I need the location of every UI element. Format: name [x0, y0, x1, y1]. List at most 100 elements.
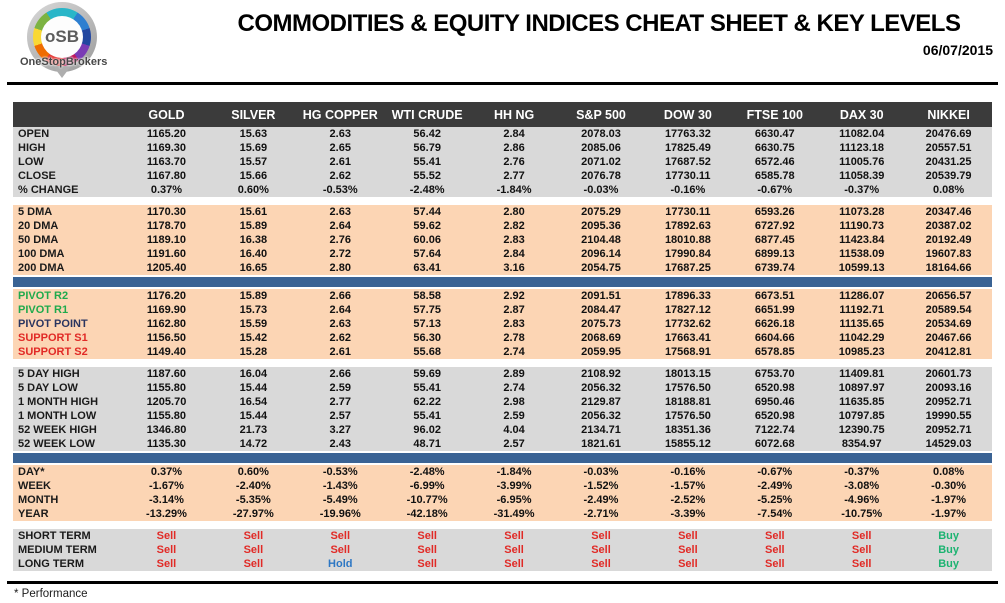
- table-row: OPEN 1165.20 15.63 2.63 56.42 2.84 2078.03 1776…: [13, 127, 992, 141]
- value-cell: -5.49%: [322, 494, 358, 506]
- value-cell: 2.61: [329, 346, 351, 358]
- value-cell: 6520.98: [754, 410, 795, 422]
- column-header: S&P 500: [576, 107, 626, 122]
- value-cell: 2075.29: [581, 206, 621, 218]
- value-cell: -0.16%: [670, 466, 706, 478]
- value-cell: 2.74: [503, 382, 525, 394]
- logo-pin-tail-icon: [53, 66, 71, 78]
- value-cell: 0.08%: [933, 184, 965, 196]
- page-header: oSB OneStopBrokers COMMODITIES & EQUITY …: [0, 0, 1005, 82]
- value-cell: 55.41: [413, 410, 441, 422]
- value-cell: -3.08%: [844, 480, 880, 492]
- row-label: OPEN: [18, 128, 50, 140]
- value-cell: 15.89: [239, 290, 268, 302]
- value-cell: 0.37%: [150, 184, 183, 196]
- value-cell: 2.77: [503, 170, 525, 182]
- value-cell: 11190.73: [839, 220, 885, 232]
- value-cell: 1187.60: [146, 368, 187, 380]
- page-title: COMMODITIES & EQUITY INDICES CHEAT SHEET…: [237, 10, 961, 37]
- value-cell: 2.64: [329, 220, 351, 232]
- value-cell: 2.82: [503, 220, 525, 232]
- value-cell: 2.59: [329, 382, 351, 394]
- value-cell: 17687.52: [664, 156, 711, 168]
- row-label: 200 DMA: [18, 262, 65, 274]
- row-label: PIVOT R2: [18, 290, 69, 302]
- value-cell: 12390.75: [838, 424, 885, 436]
- value-cell: 2.83: [503, 318, 525, 330]
- value-cell: Sell: [765, 544, 785, 556]
- value-cell: 2.66: [329, 368, 351, 380]
- value-cell: Sell: [678, 558, 698, 570]
- value-cell: -1.67%: [149, 480, 184, 492]
- row-label: 52 WEEK HIGH: [18, 424, 97, 436]
- value-cell: 2.83: [503, 234, 525, 246]
- value-cell: 18164.66: [925, 262, 972, 274]
- table-row: 200 DMA 1205.40 16.65 2.80 63.41 3.16 2054.75 1…: [13, 261, 992, 275]
- value-cell: 57.44: [413, 206, 441, 218]
- value-cell: 20347.46: [925, 206, 972, 218]
- row-label: SUPPORT S1: [18, 332, 88, 344]
- value-cell: 55.52: [413, 170, 441, 182]
- value-cell: 20656.57: [925, 290, 972, 302]
- value-cell: 6950.46: [754, 396, 795, 408]
- value-cell: 2.63: [329, 128, 351, 140]
- value-cell: -0.53%: [322, 184, 358, 196]
- value-cell: 2.63: [329, 206, 351, 218]
- value-cell: 6753.70: [754, 368, 795, 380]
- value-cell: 20467.66: [925, 332, 972, 344]
- value-cell: 16.38: [239, 234, 268, 246]
- table-section: 5 DAY HIGH 1187.60 16.04 2.66 59.69 2.89 2108.…: [13, 367, 992, 451]
- value-cell: 2.62: [329, 332, 351, 344]
- value-cell: 1163.70: [146, 156, 187, 168]
- value-cell: 2085.06: [581, 142, 621, 154]
- value-cell: 6877.45: [754, 234, 795, 246]
- table-row: 1 MONTH LOW 1155.80 15.44 2.57 55.41 2.59 2056…: [13, 409, 992, 423]
- value-cell: -10.77%: [406, 494, 448, 506]
- value-cell: Sell: [504, 558, 524, 570]
- value-cell: -3.99%: [496, 480, 532, 492]
- value-cell: Sell: [156, 544, 177, 556]
- value-cell: 6651.99: [754, 304, 795, 316]
- row-label: 5 DAY HIGH: [18, 368, 80, 380]
- value-cell: 6626.18: [754, 318, 795, 330]
- value-cell: 11635.85: [839, 396, 885, 408]
- value-cell: 6572.46: [754, 156, 795, 168]
- value-cell: -5.25%: [757, 494, 793, 506]
- value-cell: Sell: [243, 530, 264, 542]
- value-cell: 17896.33: [664, 290, 711, 302]
- value-cell: 2.84: [503, 248, 525, 260]
- table-row: MONTH -3.14% -5.35% -5.49% -10.77% -6.95% -2.4…: [13, 493, 992, 507]
- value-cell: 2.78: [503, 332, 525, 344]
- column-header: DAX 30: [839, 107, 884, 122]
- value-cell: Sell: [243, 558, 264, 570]
- row-label: DAY*: [18, 466, 45, 478]
- value-cell: 2.66: [329, 290, 351, 302]
- value-cell: -1.43%: [322, 480, 358, 492]
- value-cell: 6739.74: [754, 262, 795, 274]
- value-cell: 2.77: [329, 396, 351, 408]
- value-cell: Sell: [591, 544, 611, 556]
- value-cell: 55.41: [413, 156, 441, 168]
- column-header: HG COPPER: [302, 107, 378, 122]
- value-cell: 2091.51: [581, 290, 621, 302]
- value-cell: 2.63: [329, 318, 351, 330]
- table-row: HIGH 1169.30 15.69 2.65 56.79 2.86 2085.06 1782…: [13, 141, 992, 155]
- value-cell: Sell: [417, 544, 437, 556]
- value-cell: 11082.04: [839, 128, 885, 140]
- table-row: YEAR -13.29% -27.97% -19.96% -42.18% -31.49% -…: [13, 507, 992, 521]
- value-cell: 17990.84: [664, 248, 711, 260]
- table-row: MEDIUM TERM Sell Sell Sell Sell Sell Sell Sell S…: [13, 543, 992, 557]
- value-cell: 20589.54: [925, 304, 972, 316]
- value-cell: 17687.25: [664, 262, 711, 274]
- cheat-sheet-table: GOLD SILVER HG COPPER WTI CRUDE HH NG S&P 500…: [13, 102, 992, 571]
- row-label: LONG TERM: [18, 558, 84, 570]
- value-cell: -2.40%: [235, 480, 271, 492]
- value-cell: 1346.80: [146, 424, 187, 436]
- table-row: PIVOT POINT 1162.80 15.59 2.63 57.13 2.83 2075…: [13, 317, 992, 331]
- row-label: 52 WEEK LOW: [18, 438, 96, 450]
- value-cell: 0.60%: [237, 466, 269, 478]
- row-label: SUPPORT S2: [18, 346, 88, 358]
- column-header: NIKKEI: [927, 107, 970, 122]
- value-cell: Sell: [504, 530, 524, 542]
- value-cell: -1.52%: [583, 480, 619, 492]
